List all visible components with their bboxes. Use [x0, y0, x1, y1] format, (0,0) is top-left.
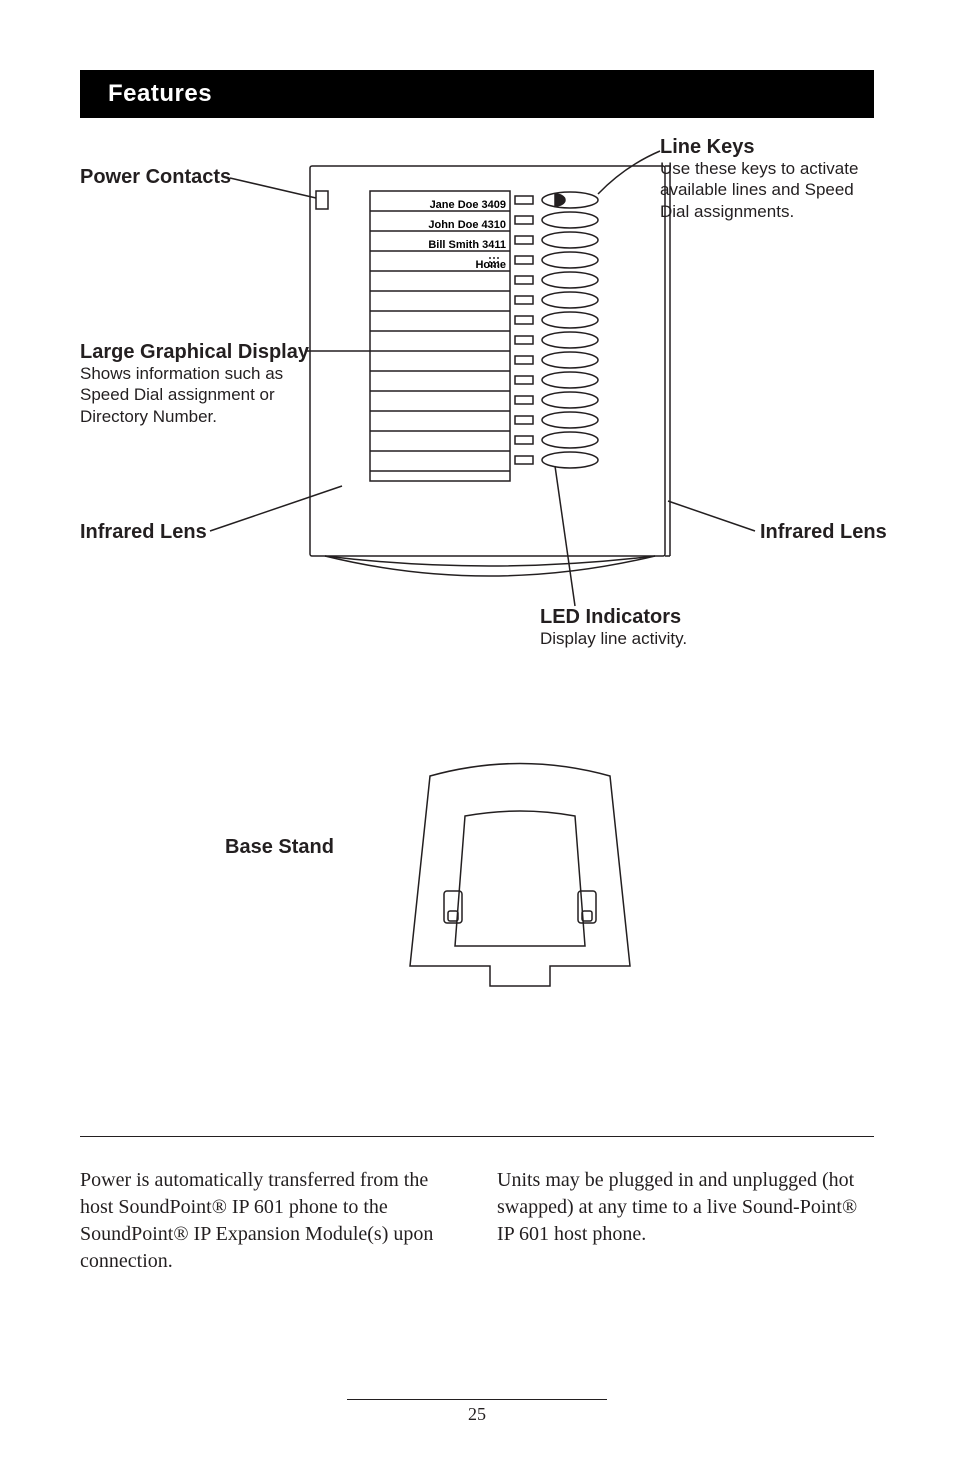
display-line-4: Home: [475, 259, 506, 271]
display-line-2: John Doe 4310: [428, 219, 506, 231]
page-number: 25: [0, 1404, 954, 1425]
display-line-1: Jane Doe 3409: [430, 199, 506, 211]
body-col-2: Units may be plugged in and unplugged (h…: [497, 1167, 874, 1275]
display-line-3: Bill Smith 3411: [428, 239, 506, 251]
device-diagram: Jane Doe 3409 John Doe 4310 Bill Smith 3…: [80, 136, 880, 696]
base-stand-diagram: [370, 736, 670, 996]
base-stand-label: Base Stand: [225, 836, 334, 858]
body-col-1: Power is automatically transferred from …: [80, 1167, 457, 1275]
page-footer: 25: [0, 1399, 954, 1425]
features-diagram-area: Power Contacts Line Keys Use these keys …: [80, 136, 874, 696]
section-header: Features: [80, 70, 874, 118]
body-text: Power is automatically transferred from …: [80, 1136, 874, 1275]
